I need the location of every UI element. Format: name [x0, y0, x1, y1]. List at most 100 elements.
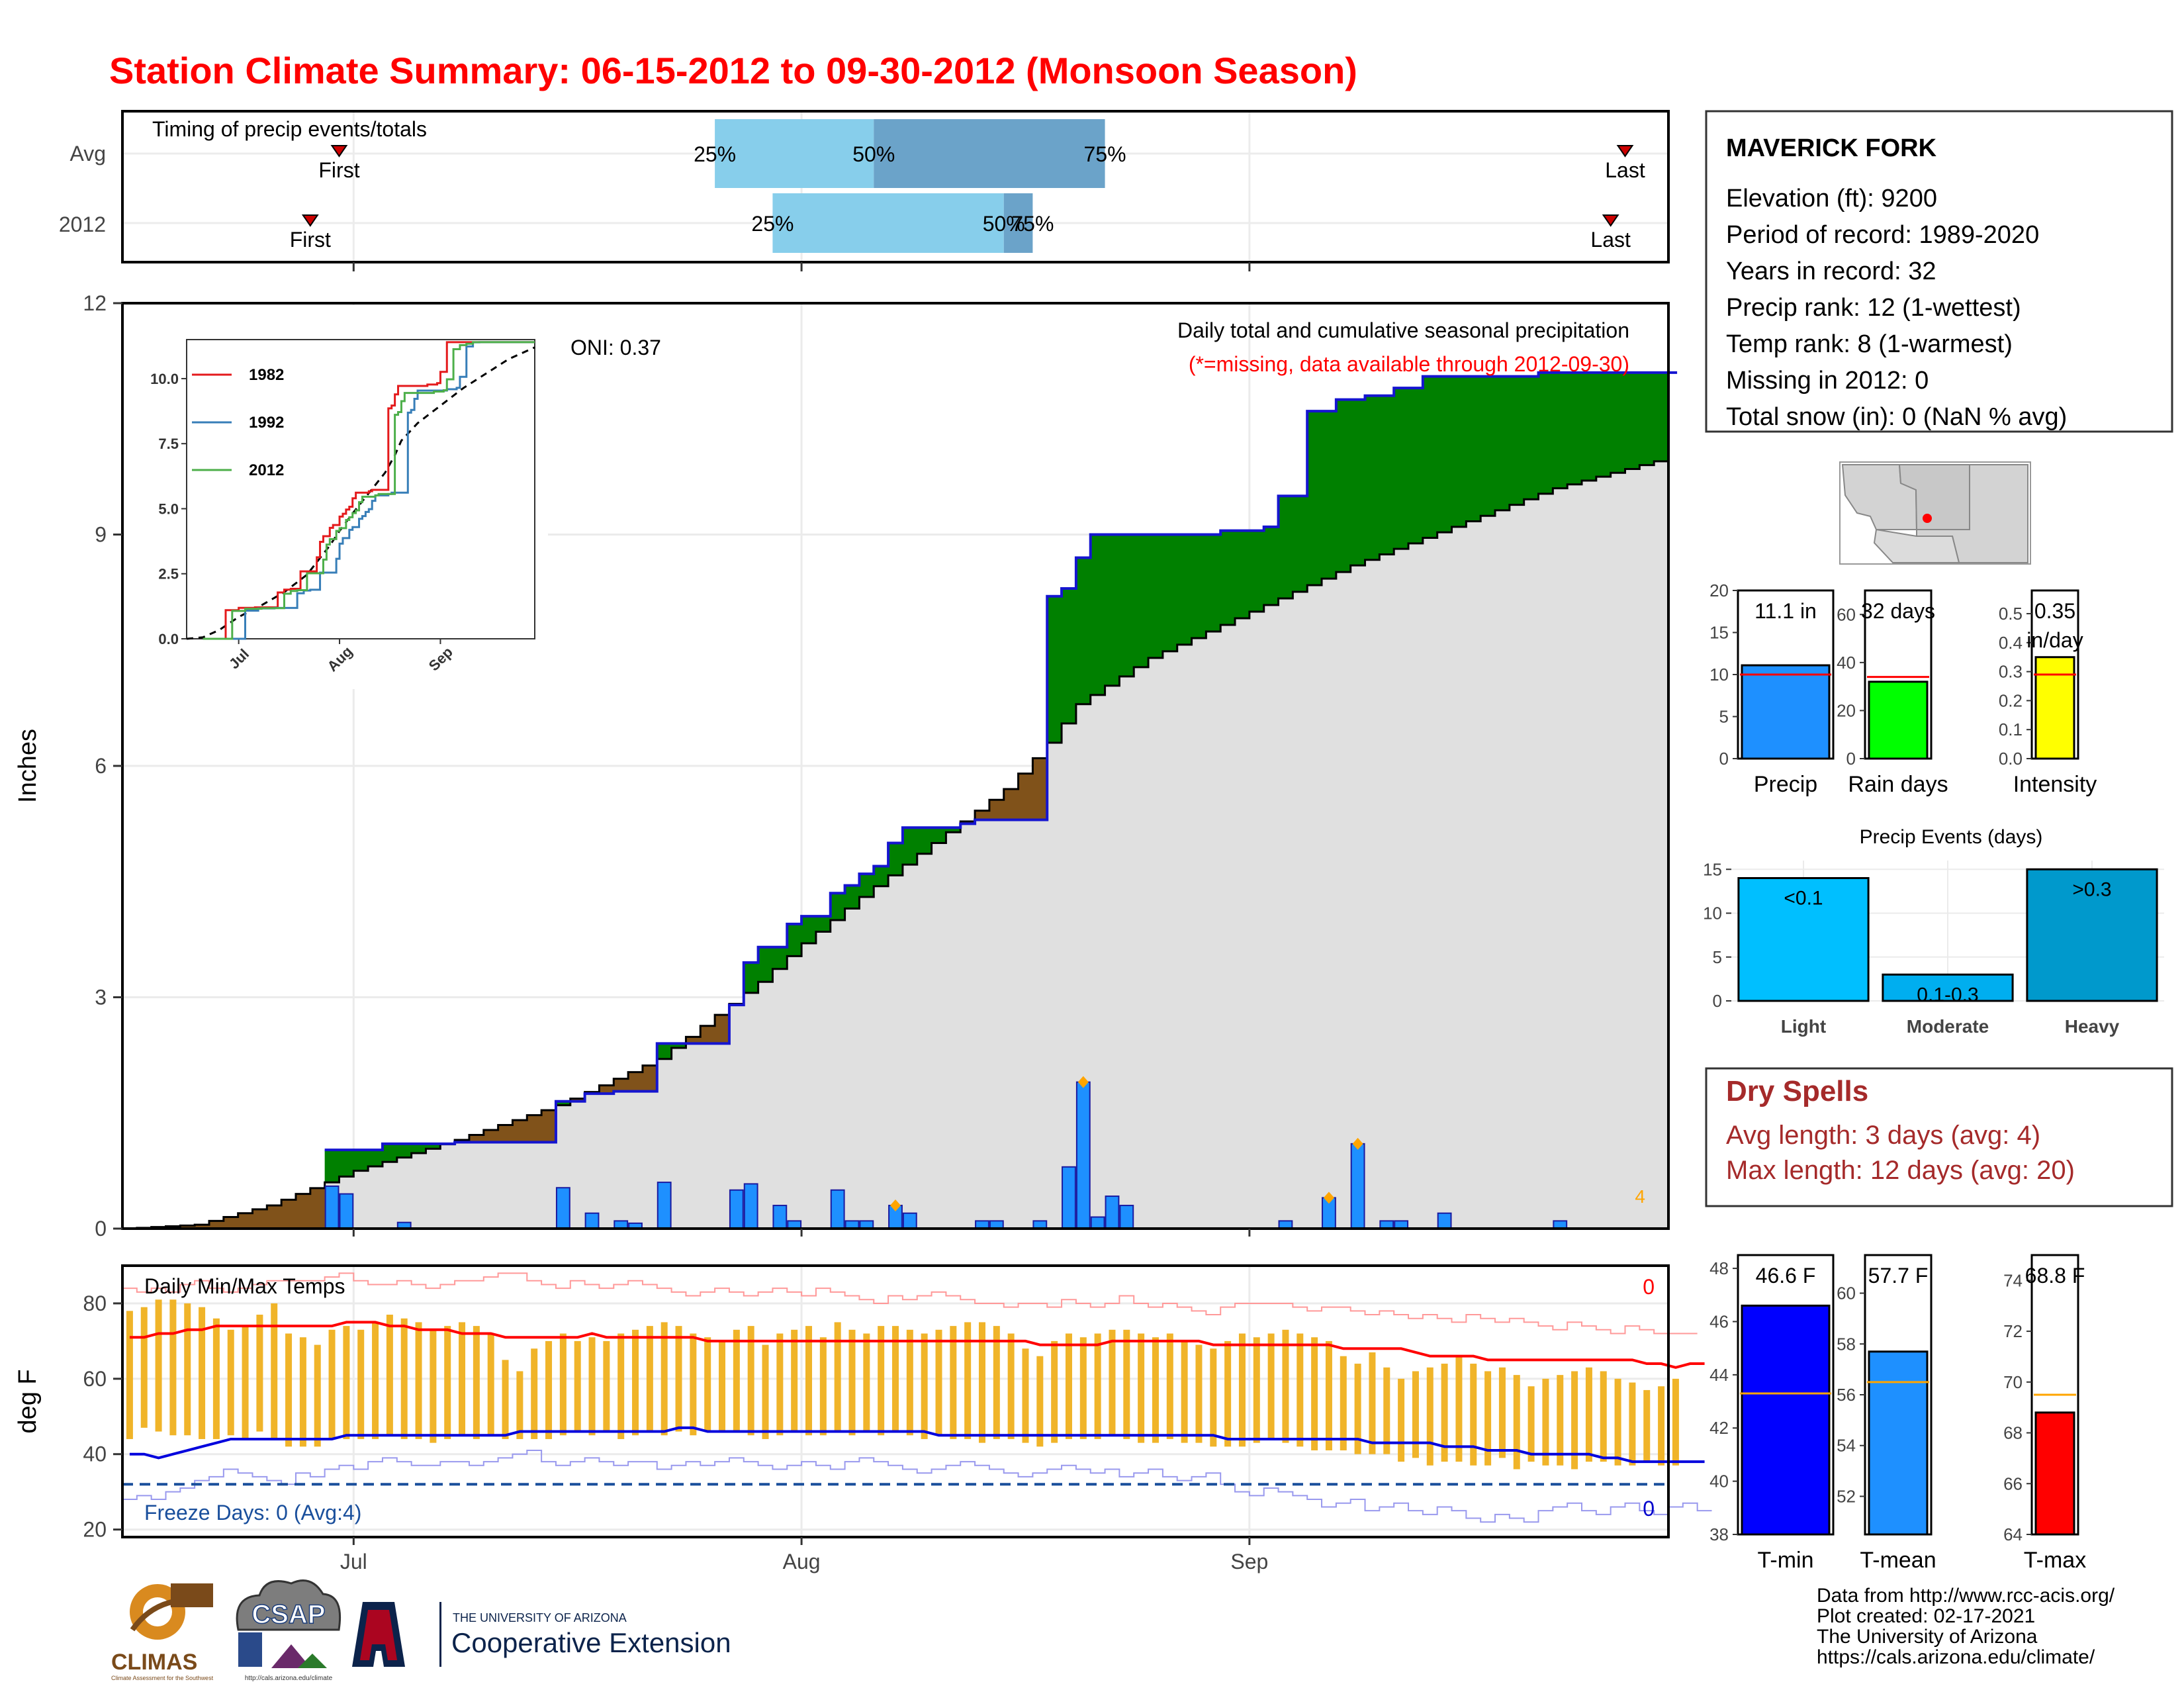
timing-pct-label: 75%: [1011, 212, 1054, 236]
daily-temp-bar: [559, 1333, 567, 1436]
precip-ytick-label: 9: [95, 523, 107, 547]
above-average-fill: [1191, 534, 1206, 638]
mini-ytick-label: 5: [1719, 707, 1729, 727]
mini-ytick-label: 20: [1709, 581, 1729, 600]
daily-temp-bar: [227, 1329, 234, 1436]
daily-temp-bar: [646, 1326, 653, 1432]
daily-temp-bar: [632, 1329, 639, 1436]
mini-ytick-label: 0.2: [1999, 690, 2023, 710]
precip-chart-subtitle: (*=missing, data available through 2012-…: [1189, 352, 1629, 376]
above-average-fill: [1553, 372, 1568, 489]
daily-temp-bar: [1614, 1378, 1621, 1466]
events-bar-label: >0.3: [2072, 878, 2111, 900]
below-average-fill: [498, 1125, 513, 1143]
daily-temp-bar: [386, 1315, 393, 1436]
above-average-fill: [1177, 534, 1193, 645]
cumulative-2012-line: [324, 371, 1678, 1152]
below-average-fill: [700, 1025, 715, 1044]
daily-temp-bar: [1267, 1333, 1275, 1439]
timing-marker-last: [1616, 145, 1634, 158]
daily-precip-bar: [1062, 1166, 1076, 1230]
dry-spells-avg: Avg length: 3 days (avg: 4): [1726, 1121, 2040, 1150]
timing-marker-first: [330, 145, 348, 158]
timing-row-avg: Avg: [69, 142, 106, 165]
timing-first-label: First: [318, 158, 359, 182]
mini-ytick-label: 72: [2003, 1321, 2023, 1341]
locator-map: [1839, 461, 2031, 565]
temp-ytick-label: 20: [83, 1518, 107, 1542]
precip-panel: 0 3 6 9 12 Inches Daily total and cumulative…: [14, 291, 1678, 1241]
daily-temp-bar: [1051, 1340, 1058, 1443]
mini-value-label: 68.8 F: [2025, 1264, 2085, 1288]
Tmin-chart: 38 40 42 44 46 48 46.6 F T-min: [1709, 1254, 1835, 1573]
daily-temp-bar: [1195, 1344, 1203, 1443]
above-average-fill: [1162, 534, 1178, 651]
below-average-fill: [295, 1194, 311, 1229]
events-chart: Precip Events (days) 0 5 10 15 <0.1 Light 0.1-…: [1703, 826, 2164, 1037]
daily-temp-bar: [1672, 1378, 1679, 1466]
mini-ytick-label: 52: [1837, 1486, 1856, 1506]
below-average-fill: [223, 1217, 239, 1229]
timing-pct-label: 50%: [983, 212, 1025, 236]
avg-cumulative-fill: [122, 457, 1668, 1229]
inset-legend-label: 1982: [249, 366, 284, 384]
above-average-fill: [1596, 372, 1612, 477]
inset-legend-label: 2012: [249, 461, 284, 479]
timing-first-label: First: [290, 228, 331, 252]
daily-temp-bar: [328, 1329, 336, 1439]
daily-temp-bar: [372, 1322, 379, 1439]
daily-temp-bar: [1282, 1329, 1289, 1443]
daily-precip-bar: [555, 1187, 570, 1230]
below-average-fill: [715, 1015, 730, 1044]
above-average-fill: [1047, 596, 1062, 743]
daily-temp-bar: [1498, 1367, 1506, 1458]
daily-temp-bar: [1094, 1333, 1101, 1439]
above-average-fill: [1422, 376, 1438, 538]
Intensity-chart: 0.0 0.1 0.2 0.3 0.4 0.5 0.35 in/day Intensity: [1999, 589, 2097, 797]
above-average-fill: [1451, 376, 1467, 527]
above-average-fill: [1509, 376, 1525, 505]
daily-temp-bar: [675, 1326, 682, 1432]
daily-precip-bar: [339, 1193, 354, 1229]
below-average-fill: [614, 1078, 629, 1092]
inset-series-1992: [203, 341, 535, 640]
below-average-fill: [512, 1120, 527, 1143]
daily-temp-bar: [1398, 1378, 1405, 1462]
precip-corner-count: 4: [1635, 1186, 1645, 1207]
mini-value-label: 11.1 in: [1754, 599, 1817, 623]
climas-logo-text: CLIMAS: [111, 1650, 197, 1675]
daily-precip-bar: [584, 1212, 600, 1229]
inset-legend-label: 1992: [249, 414, 284, 432]
daily-temp-bar: [1210, 1348, 1217, 1447]
mini-category-label: Intensity: [2013, 772, 2097, 797]
mini-ytick-label: 64: [2003, 1524, 2023, 1544]
station-line-period: Period of record: 1989-2020: [1726, 221, 2039, 249]
timing-bar-25-50: [772, 193, 1004, 253]
mini-ytick-label: 40: [1837, 653, 1856, 673]
footer-credits: Data from http://www.rcc-acis.org/ Plot …: [1817, 1585, 2115, 1668]
daily-temp-bar: [1253, 1337, 1260, 1443]
oni-label: ONI: 0.37: [570, 336, 661, 359]
daily-temp-bar: [719, 1340, 726, 1432]
daily-temp-bar: [1181, 1340, 1188, 1443]
below-average-fill: [267, 1205, 282, 1229]
events-ytick-label: 0: [1713, 991, 1722, 1011]
above-average-fill: [888, 843, 903, 876]
timing-bar-50-75: [1003, 193, 1033, 253]
inset-avg-line: [186, 346, 535, 640]
daily-temp-bar: [1455, 1356, 1463, 1462]
mini-ytick-label: 38: [1709, 1524, 1729, 1544]
above-average-fill: [844, 885, 860, 909]
daily-precip-bar: [1090, 1216, 1105, 1230]
daily-temp-bar: [1224, 1340, 1232, 1447]
station-location-dot: [1923, 514, 1932, 523]
Tmax-chart: 64 66 68 70 72 74 68.8 F T-max: [2003, 1254, 2086, 1573]
record-min-line: [122, 1450, 1712, 1523]
above-average-fill: [1220, 530, 1236, 625]
daily-precip-bar: [324, 1185, 340, 1230]
events-bar: [2026, 868, 2158, 1002]
daily-temp-bar: [1354, 1364, 1361, 1454]
below-average-fill: [208, 1221, 224, 1229]
station-line-precip-rank: Precip rank: 12 (1-wettest): [1726, 294, 2021, 322]
above-average-fill: [1148, 534, 1163, 658]
